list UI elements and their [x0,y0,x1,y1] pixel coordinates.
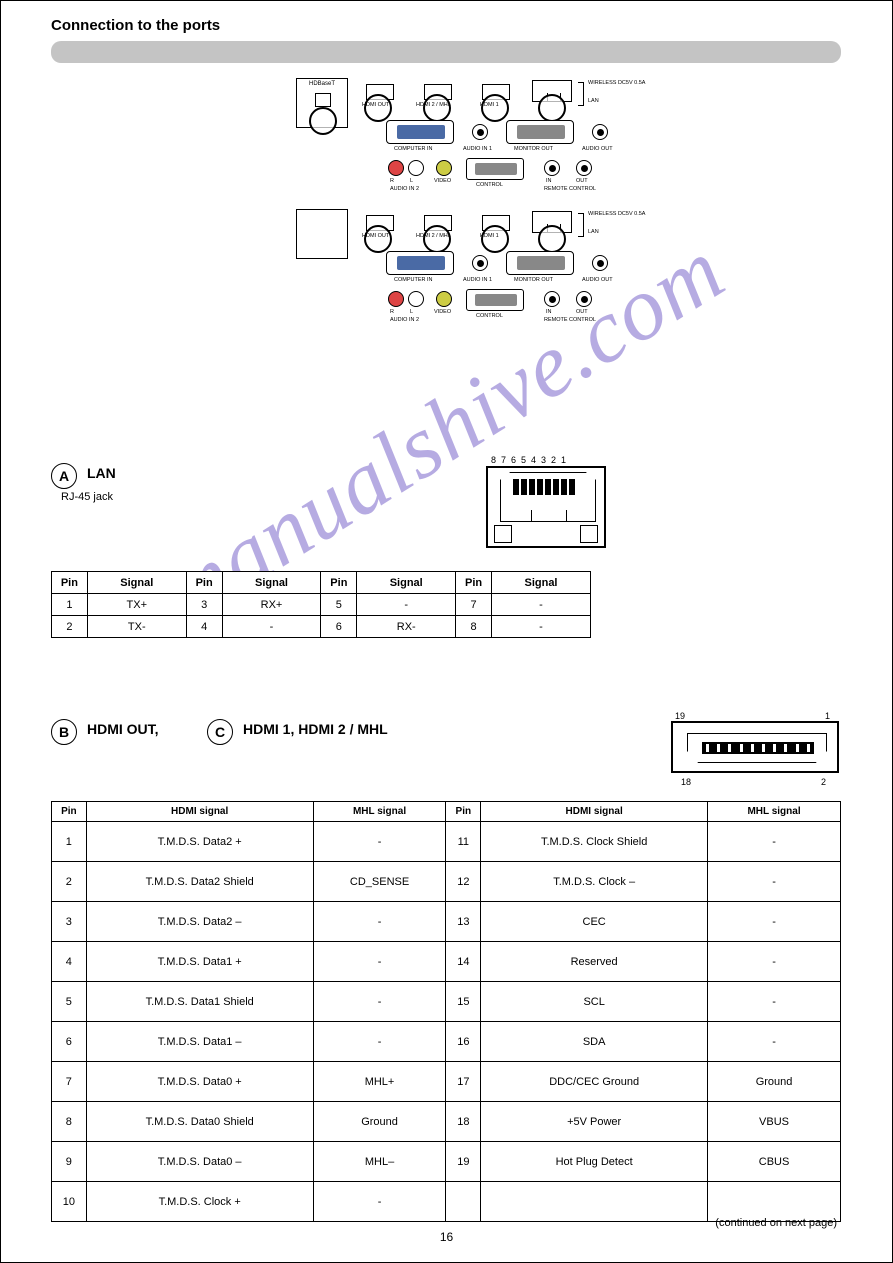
r-label-2: R [390,309,394,315]
computer-in-label: COMPUTER IN [394,146,433,152]
remote-control-label: REMOTE CONTROL [544,186,596,192]
control-label: CONTROL [476,182,503,188]
remote-out-label: OUT [576,178,588,184]
section-b-letter: B [51,719,77,745]
wireless-label: WIRELESS DC5V 0.5A [588,80,645,86]
hdmi-pin-1: 1 [825,711,830,721]
header-bar [51,41,841,63]
lan-label: LAN [588,98,599,104]
section-b-title: HDMI OUT, [87,721,159,737]
monitor-out-label-2: MONITOR OUT [514,277,553,283]
hdmi2-label-2: HDMI 2 / MHL [416,233,451,239]
remote-control-label-2: REMOTE CONTROL [544,317,596,323]
remote-out-label-2: OUT [576,309,588,315]
l-label-2: L [410,309,413,315]
monitor-out-label: MONITOR OUT [514,146,553,152]
section-c-letter: C [207,719,233,745]
l-label: L [410,178,413,184]
hdmi2-label: HDMI 2 / MHL [416,102,451,108]
lan-pinout-table: PinSignalPinSignalPinSignalPinSignal1TX+… [51,571,591,638]
remote-in-label-2: IN [546,309,552,315]
video-label-2: VIDEO [434,309,451,315]
header-title: Connection to the ports [51,17,220,34]
panel-diagram-2: HDMI OUT HDMI 2 / MHL HDMI 1 WIRELESS DC… [296,207,706,332]
section-a-title: LAN [87,465,116,481]
lan-label-2: LAN [588,229,599,235]
hdmi-pinout-table: PinHDMI signalMHL signalPinHDMI signalMH… [51,801,841,1222]
hdmi-out-label: HDMI OUT [362,102,389,108]
wireless-label-2: WIRELESS DC5V 0.5A [588,211,645,217]
audio-out-label: AUDIO OUT [582,146,613,152]
hdmi-pin-18: 18 [681,777,691,787]
remote-in-label: IN [546,178,552,184]
page-number: 16 [440,1230,453,1244]
continued-text: (continued on next page) [715,1217,837,1229]
audio-in2-label-2: AUDIO IN 2 [390,317,419,323]
audio-in1-label: AUDIO IN 1 [463,146,492,152]
page-root: Connection to the ports manualshive.com … [0,0,893,1263]
hdmi1-label-2: HDMI 1 [480,233,499,239]
panel-diagram-1: HDBaseT HDMI OUT HDMI 2 / MHL HDMI 1 WIR… [296,76,706,201]
hdmi-out-label-2: HDMI OUT [362,233,389,239]
computer-in-label-2: COMPUTER IN [394,277,433,283]
hdmi1-label: HDMI 1 [480,102,499,108]
lan-pin-numbers: 87654321 [491,455,571,465]
audio-in1-label-2: AUDIO IN 1 [463,277,492,283]
section-a-sub: RJ-45 jack [61,491,113,503]
connector-panel-diagrams: HDBaseT HDMI OUT HDMI 2 / MHL HDMI 1 WIR… [296,76,706,336]
hdmi-port-diagram [671,721,839,773]
r-label: R [390,178,394,184]
control-label-2: CONTROL [476,313,503,319]
hdbaset-box: HDBaseT [296,78,348,128]
lan-port-diagram [486,466,606,548]
hdmi-pin-19: 19 [675,711,685,721]
video-label: VIDEO [434,178,451,184]
audio-out-label-2: AUDIO OUT [582,277,613,283]
section-c-title: HDMI 1, HDMI 2 / MHL [243,721,388,737]
hdmi-pin-2: 2 [821,777,826,787]
section-a-letter: A [51,463,77,489]
hdbaset-label: HDBaseT [309,81,335,87]
audio-in2-label: AUDIO IN 2 [390,186,419,192]
